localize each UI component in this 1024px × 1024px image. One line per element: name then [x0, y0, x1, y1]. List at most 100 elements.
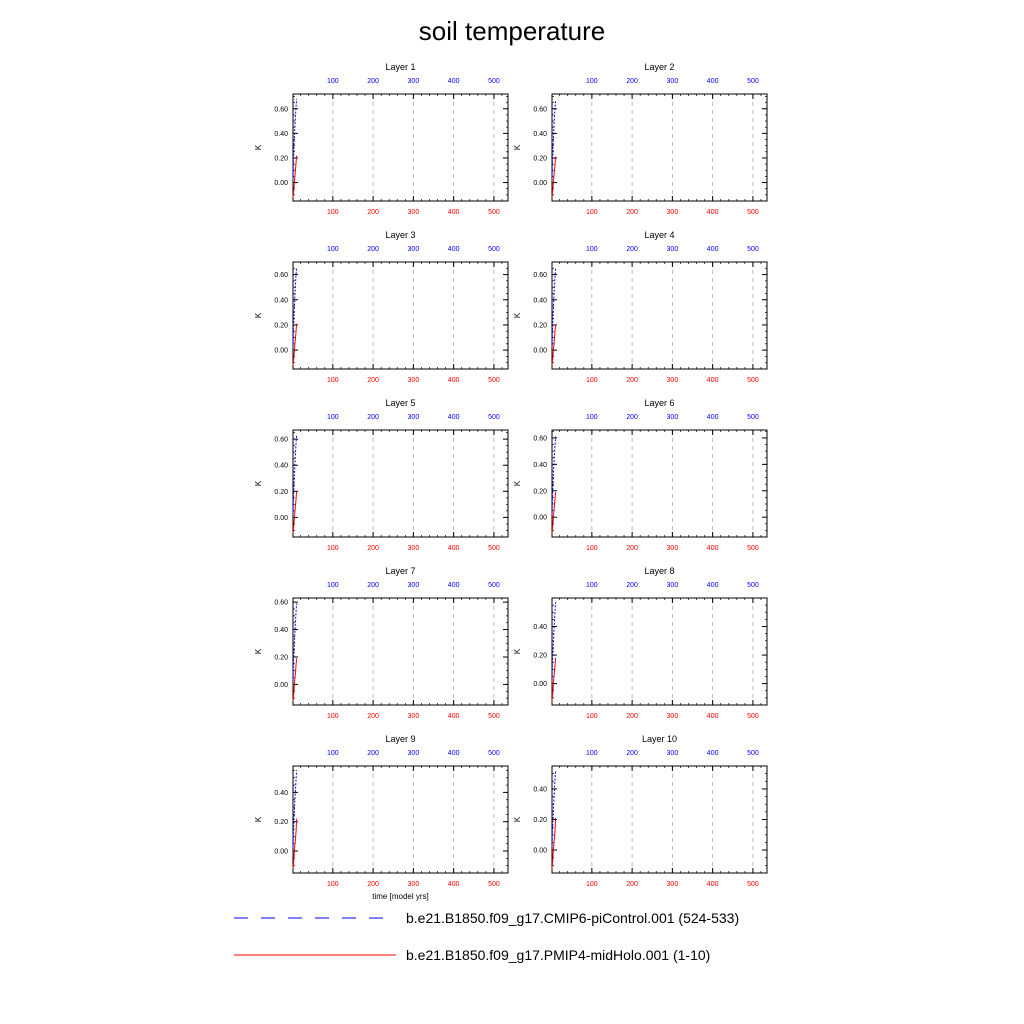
y-tick-label: 0.20 — [274, 489, 288, 496]
series-line-midholo — [292, 491, 298, 534]
x-tick-label-bottom: 300 — [667, 209, 679, 216]
y-tick-label: 0.60 — [274, 272, 288, 279]
x-tick-label-bottom: 400 — [707, 881, 719, 888]
plot-frame — [551, 765, 768, 874]
panel-layer-1: Layer 1 100 100 200 200 300 300 400 400 500 500 0.0… — [254, 62, 509, 216]
y-tick-label: 0.40 — [533, 624, 547, 631]
y-tick-label: 0.60 — [274, 600, 288, 607]
panel-layer-9: Layer 9 100 100 200 200 300 300 400 400 500 500 0.0… — [254, 734, 509, 901]
panel-title: Layer 4 — [644, 230, 674, 240]
x-tick-label-bottom: 100 — [586, 545, 598, 552]
x-tick-label-bottom: 200 — [367, 377, 379, 384]
panel-layer-8: Layer 8 100 100 200 200 300 300 400 400 500 500 0.0… — [513, 566, 768, 720]
x-tick-label-top: 300 — [667, 246, 679, 253]
series-line-midholo — [551, 324, 557, 366]
x-tick-label-top: 100 — [586, 582, 598, 589]
panel-title: Layer 2 — [644, 62, 674, 72]
plot-frame — [551, 597, 768, 706]
x-tick-label-bottom: 500 — [488, 545, 500, 552]
x-tick-label-bottom: 100 — [327, 377, 339, 384]
x-tick-label-bottom: 300 — [667, 713, 679, 720]
x-tick-label-top: 100 — [586, 246, 598, 253]
y-axis-label: K — [254, 312, 263, 318]
y-tick-label: 0.20 — [274, 155, 288, 162]
series-line-midholo — [551, 657, 557, 701]
x-tick-label-top: 500 — [747, 414, 759, 421]
panel-layer-7: Layer 7 100 100 200 200 300 300 400 400 500 500 0.0… — [254, 566, 509, 720]
plot-frame — [292, 93, 509, 202]
x-tick-label-bottom: 500 — [747, 377, 759, 384]
x-tick-label-bottom: 400 — [448, 881, 460, 888]
x-tick-label-bottom: 200 — [626, 377, 638, 384]
panel-title: Layer 6 — [644, 398, 674, 408]
y-axis-label: K — [513, 816, 522, 822]
panels-grid: Layer 1 100 100 200 200 300 300 400 400 500 500 0.0… — [254, 62, 768, 901]
x-tick-label-top: 200 — [626, 750, 638, 757]
x-tick-label-top: 300 — [408, 246, 420, 253]
x-tick-label-top: 300 — [408, 414, 420, 421]
panel-title: Layer 9 — [385, 734, 415, 744]
series-line-midholo — [292, 155, 298, 198]
x-tick-label-bottom: 300 — [408, 881, 420, 888]
x-tick-label-top: 100 — [327, 246, 339, 253]
x-tick-label-bottom: 100 — [327, 881, 339, 888]
y-tick-label: 0.40 — [533, 131, 547, 138]
x-tick-label-bottom: 500 — [747, 209, 759, 216]
series-line-control — [292, 603, 298, 682]
y-tick-label: 0.40 — [274, 131, 288, 138]
x-tick-label-top: 300 — [667, 414, 679, 421]
x-tick-label-top: 300 — [667, 582, 679, 589]
x-tick-label-top: 200 — [367, 414, 379, 421]
panel-layer-5: Layer 5 100 100 200 200 300 300 400 400 500 500 0.0… — [254, 398, 509, 552]
y-tick-label: 0.00 — [274, 348, 288, 355]
x-tick-label-bottom: 100 — [586, 377, 598, 384]
legend-label-midholo: b.e21.B1850.f09_g17.PMIP4-midHolo.001 (1… — [406, 947, 710, 963]
series-line-midholo — [551, 156, 557, 198]
y-tick-label: 0.40 — [274, 297, 288, 304]
y-tick-label: 0.20 — [533, 653, 547, 660]
x-tick-label-bottom: 500 — [488, 377, 500, 384]
y-tick-label: 0.20 — [274, 819, 288, 826]
panel-layer-10: Layer 10 100 100 200 200 300 300 400 400 500 500 0.… — [513, 734, 768, 888]
x-tick-label-top: 300 — [667, 78, 679, 85]
x-tick-label-bottom: 300 — [408, 713, 420, 720]
x-tick-label-top: 500 — [747, 750, 759, 757]
x-tick-label-top: 500 — [488, 246, 500, 253]
y-tick-label: 0.40 — [274, 790, 288, 797]
x-tick-label-top: 400 — [448, 246, 460, 253]
x-tick-label-bottom: 500 — [488, 881, 500, 888]
y-tick-label: 0.20 — [274, 322, 288, 329]
x-tick-label-top: 200 — [626, 246, 638, 253]
y-tick-label: 0.20 — [533, 488, 547, 495]
panel-title: Layer 1 — [385, 62, 415, 72]
y-tick-label: 0.00 — [533, 848, 547, 855]
y-axis-label: K — [254, 480, 263, 486]
x-tick-label-top: 200 — [367, 582, 379, 589]
y-tick-label: 0.00 — [274, 682, 288, 689]
x-tick-label-bottom: 200 — [367, 209, 379, 216]
x-tick-label-top: 400 — [707, 78, 719, 85]
series-line-midholo — [551, 492, 557, 534]
y-tick-label: 0.00 — [533, 348, 547, 355]
series-line-midholo — [292, 323, 298, 366]
legend: b.e21.B1850.f09_g17.CMIP6-piControl.001 … — [234, 910, 739, 963]
x-tick-label-top: 400 — [707, 750, 719, 757]
panel-layer-3: Layer 3 100 100 200 200 300 300 400 400 500 500 0.0… — [254, 230, 509, 384]
x-tick-label-bottom: 100 — [586, 881, 598, 888]
x-tick-label-top: 300 — [408, 582, 420, 589]
x-tick-label-top: 300 — [408, 750, 420, 757]
panel-layer-6: Layer 6 100 100 200 200 300 300 400 400 500 500 0.0… — [513, 398, 768, 552]
x-tick-label-bottom: 200 — [367, 545, 379, 552]
series-line-control — [551, 770, 557, 848]
x-tick-label-top: 200 — [626, 582, 638, 589]
y-tick-label: 0.40 — [533, 786, 547, 793]
x-tick-label-bottom: 500 — [488, 209, 500, 216]
x-tick-label-bottom: 400 — [707, 713, 719, 720]
x-tick-label-top: 400 — [707, 582, 719, 589]
x-tick-label-bottom: 400 — [707, 377, 719, 384]
y-tick-label: 0.60 — [533, 435, 547, 442]
series-line-midholo — [292, 658, 298, 701]
plot-frame — [551, 261, 768, 370]
x-tick-label-top: 500 — [488, 750, 500, 757]
